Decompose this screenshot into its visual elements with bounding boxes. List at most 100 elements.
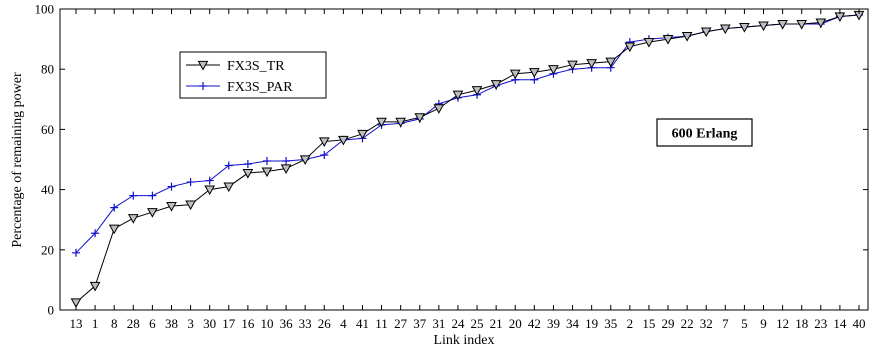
data-point-fx3s-tr-17 bbox=[223, 182, 235, 193]
x-tick-label: 15 bbox=[642, 316, 655, 331]
x-tick-label: 7 bbox=[722, 316, 729, 331]
x-tick-label: 6 bbox=[149, 316, 156, 331]
y-tick-label: 100 bbox=[35, 2, 55, 17]
y-tick-label: 40 bbox=[41, 182, 54, 197]
data-point-fx3s-tr-18 bbox=[796, 19, 808, 30]
x-tick-label: 40 bbox=[853, 316, 866, 331]
x-tick-label: 42 bbox=[528, 316, 541, 331]
data-point-fx3s-par-26 bbox=[320, 150, 329, 159]
x-tick-label: 34 bbox=[566, 316, 580, 331]
data-point-fx3s-tr-1 bbox=[89, 281, 101, 292]
x-tick-label: 30 bbox=[203, 316, 216, 331]
annotation-frame bbox=[656, 118, 753, 147]
data-point-fx3s-tr-16 bbox=[242, 168, 254, 179]
data-point-fx3s-tr-39 bbox=[548, 65, 559, 75]
data-point-fx3s-par-13 bbox=[72, 248, 80, 257]
y-tick-label: 20 bbox=[41, 242, 54, 257]
data-point-fx3s-tr-26 bbox=[318, 137, 330, 147]
data-point-fx3s-tr-10 bbox=[261, 167, 273, 178]
x-tick-label: 38 bbox=[165, 316, 178, 331]
x-tick-label: 23 bbox=[814, 316, 827, 331]
x-tick-label: 26 bbox=[318, 316, 332, 331]
x-tick-label: 39 bbox=[547, 316, 560, 331]
annotation-label: 600 Erlang bbox=[672, 127, 738, 142]
legend-marker-fx3s-tr bbox=[197, 60, 209, 71]
data-point-fx3s-par-28 bbox=[129, 191, 138, 200]
x-tick-label: 36 bbox=[280, 316, 294, 331]
data-point-fx3s-tr-11 bbox=[376, 117, 387, 128]
data-point-fx3s-par-17 bbox=[224, 161, 233, 170]
data-point-fx3s-tr-30 bbox=[204, 185, 216, 196]
data-point-fx3s-par-38 bbox=[167, 182, 176, 191]
x-tick-label: 2 bbox=[627, 316, 634, 331]
data-point-fx3s-tr-37 bbox=[414, 113, 426, 123]
x-tick-label: 8 bbox=[111, 316, 118, 331]
x-tick-label: 14 bbox=[833, 316, 847, 331]
legend-box bbox=[179, 51, 327, 99]
annotation-box: 600 Erlang bbox=[656, 118, 753, 147]
data-point-fx3s-tr-25 bbox=[471, 86, 483, 96]
x-tick-label: 1 bbox=[92, 316, 99, 331]
data-point-fx3s-par-3 bbox=[186, 178, 195, 187]
plot-frame bbox=[59, 8, 869, 311]
x-tick-label: 33 bbox=[299, 316, 312, 331]
data-point-fx3s-tr-23 bbox=[815, 18, 827, 29]
legend: FX3S_TR FX3S_PAR bbox=[179, 51, 327, 99]
x-tick-label: 21 bbox=[490, 316, 503, 331]
y-axis-title: Percentage of remaining power bbox=[10, 72, 25, 248]
x-tick-label: 22 bbox=[681, 316, 694, 331]
x-tick-label: 24 bbox=[451, 316, 465, 331]
data-point-fx3s-tr-29 bbox=[662, 35, 674, 45]
data-point-fx3s-par-10 bbox=[262, 157, 271, 166]
y-tick-label: 60 bbox=[41, 122, 54, 137]
x-tick-label: 9 bbox=[760, 316, 767, 331]
x-tick-label: 17 bbox=[222, 316, 236, 331]
data-point-fx3s-tr-22 bbox=[681, 31, 693, 42]
data-point-fx3s-tr-15 bbox=[643, 38, 655, 48]
x-tick-label: 10 bbox=[260, 316, 273, 331]
data-point-fx3s-tr-33 bbox=[299, 155, 311, 166]
x-tick-label: 20 bbox=[509, 316, 522, 331]
data-point-fx3s-tr-35 bbox=[605, 57, 617, 68]
data-point-fx3s-par-36 bbox=[282, 157, 291, 166]
x-tick-label: 5 bbox=[741, 316, 748, 331]
data-point-fx3s-par-8 bbox=[110, 203, 119, 212]
data-point-fx3s-par-1 bbox=[91, 229, 100, 238]
x-tick-label: 11 bbox=[375, 316, 388, 331]
x-tick-label: 25 bbox=[471, 316, 484, 331]
data-point-fx3s-tr-21 bbox=[490, 80, 502, 90]
x-tick-label: 27 bbox=[394, 316, 408, 331]
data-point-fx3s-tr-24 bbox=[452, 90, 464, 101]
data-point-fx3s-tr-3 bbox=[185, 200, 196, 211]
data-point-fx3s-par-16 bbox=[243, 160, 252, 169]
data-point-fx3s-tr-6 bbox=[147, 208, 158, 218]
data-point-fx3s-tr-13 bbox=[70, 298, 82, 309]
x-tick-label: 29 bbox=[662, 316, 675, 331]
data-point-fx3s-tr-36 bbox=[280, 164, 292, 175]
x-tick-label: 32 bbox=[700, 316, 713, 331]
x-tick-label: 28 bbox=[127, 316, 140, 331]
data-point-fx3s-tr-9 bbox=[758, 21, 769, 32]
y-tick-label: 0 bbox=[48, 303, 55, 318]
data-point-fx3s-tr-12 bbox=[777, 19, 788, 30]
data-point-fx3s-tr-5 bbox=[739, 22, 750, 33]
y-axis-ticks: 0 20 40 60 80 100 bbox=[35, 2, 868, 318]
data-point-fx3s-tr-28 bbox=[127, 214, 139, 224]
x-tick-label: 19 bbox=[585, 316, 598, 331]
x-tick-label: 16 bbox=[241, 316, 255, 331]
data-point-fx3s-tr-27 bbox=[395, 117, 407, 128]
data-point-fx3s-tr-4 bbox=[338, 135, 349, 146]
x-tick-label: 12 bbox=[776, 316, 789, 331]
legend-marker-fx3s-par bbox=[199, 82, 207, 90]
x-tick-label: 31 bbox=[432, 316, 445, 331]
x-tick-label: 13 bbox=[70, 316, 83, 331]
data-point-fx3s-tr-20 bbox=[509, 69, 521, 80]
x-tick-label: 37 bbox=[413, 316, 427, 331]
data-point-fx3s-tr-8 bbox=[108, 224, 120, 235]
x-axis-title: Link index bbox=[433, 333, 494, 348]
x-tick-label: 35 bbox=[604, 316, 617, 331]
legend-label-fx3s-tr: FX3S_TR bbox=[227, 59, 285, 74]
legend-label-fx3s-par: FX3S_PAR bbox=[227, 80, 293, 95]
data-point-fx3s-tr-31 bbox=[433, 104, 445, 114]
